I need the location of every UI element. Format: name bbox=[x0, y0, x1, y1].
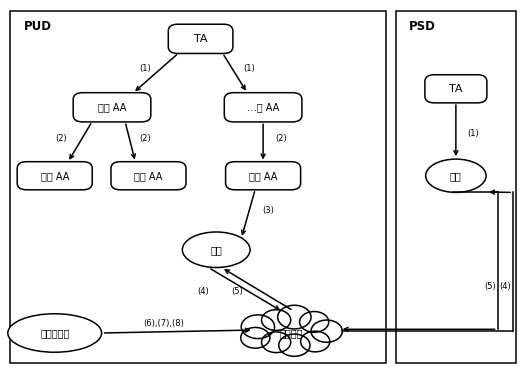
Text: (6),(7),(8): (6),(7),(8) bbox=[144, 319, 184, 328]
Text: 一级 AA: 一级 AA bbox=[98, 102, 126, 112]
Circle shape bbox=[262, 332, 291, 353]
FancyBboxPatch shape bbox=[17, 162, 92, 190]
Text: TA: TA bbox=[449, 84, 463, 94]
FancyBboxPatch shape bbox=[168, 24, 233, 54]
Text: 云服务器: 云服务器 bbox=[280, 328, 304, 338]
FancyBboxPatch shape bbox=[10, 11, 386, 363]
Circle shape bbox=[278, 305, 311, 329]
FancyBboxPatch shape bbox=[73, 93, 151, 122]
Text: 用户: 用户 bbox=[450, 171, 462, 181]
Circle shape bbox=[300, 312, 329, 332]
FancyBboxPatch shape bbox=[111, 162, 186, 190]
Circle shape bbox=[241, 327, 270, 348]
Text: (5): (5) bbox=[484, 282, 495, 291]
Text: (2): (2) bbox=[139, 134, 151, 143]
Text: (2): (2) bbox=[56, 134, 67, 143]
Text: PSD: PSD bbox=[409, 20, 436, 33]
Text: (1): (1) bbox=[243, 64, 255, 73]
Text: (1): (1) bbox=[467, 130, 479, 138]
Text: (3): (3) bbox=[263, 206, 274, 215]
Text: (2): (2) bbox=[276, 134, 287, 143]
Text: PUD: PUD bbox=[23, 20, 52, 33]
Text: (5): (5) bbox=[231, 287, 243, 296]
FancyBboxPatch shape bbox=[226, 162, 301, 190]
Circle shape bbox=[241, 315, 275, 339]
Circle shape bbox=[311, 320, 342, 342]
Text: 二级 AA: 二级 AA bbox=[134, 171, 163, 181]
Text: TA: TA bbox=[194, 34, 207, 44]
Circle shape bbox=[301, 331, 330, 352]
Text: 数据拥有者: 数据拥有者 bbox=[40, 328, 69, 338]
Text: (1): (1) bbox=[139, 64, 151, 73]
Text: (4): (4) bbox=[500, 282, 511, 291]
FancyBboxPatch shape bbox=[425, 75, 487, 103]
Ellipse shape bbox=[182, 232, 250, 268]
Text: 用户: 用户 bbox=[210, 245, 222, 255]
Text: 二级 AA: 二级 AA bbox=[41, 171, 69, 181]
Text: 二级 AA: 二级 AA bbox=[249, 171, 277, 181]
FancyBboxPatch shape bbox=[224, 93, 302, 122]
Ellipse shape bbox=[426, 159, 486, 192]
Text: …级 AA: …级 AA bbox=[247, 102, 279, 112]
Circle shape bbox=[262, 310, 291, 330]
Circle shape bbox=[279, 334, 310, 356]
Text: (4): (4) bbox=[197, 287, 209, 296]
Ellipse shape bbox=[8, 314, 102, 352]
FancyBboxPatch shape bbox=[396, 11, 516, 363]
